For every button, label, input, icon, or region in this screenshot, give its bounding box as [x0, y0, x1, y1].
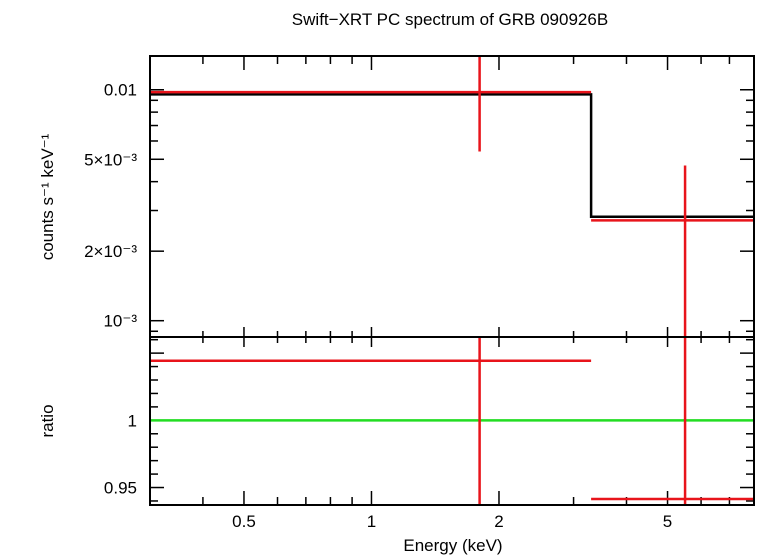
plot-data [150, 56, 754, 505]
ratio-tick-label: 0.95 [104, 479, 137, 498]
upper-panel-frame [149, 55, 755, 338]
lower-panel-frame [149, 336, 755, 506]
model-step-line [150, 93, 754, 218]
y-tick-label: 2×10⁻³ [84, 242, 137, 261]
lower-y-axis-label: ratio [38, 404, 57, 437]
x-tick-label: 1 [367, 512, 376, 531]
y-tick-label: 5×10⁻³ [84, 150, 137, 169]
tick-marks [149, 56, 755, 505]
x-tick-label: 2 [494, 512, 503, 531]
upper-y-axis-label: counts s⁻¹ keV⁻¹ [38, 133, 57, 260]
ratio-tick-label: 1 [128, 411, 137, 430]
tick-labels: 0.5 1 2 5 0.01 5×10⁻³ 2×10⁻³ 10⁻³ 1 0.95 [84, 81, 672, 531]
x-tick-label: 0.5 [232, 512, 256, 531]
y-tick-label: 0.01 [104, 81, 137, 100]
y-tick-label: 10⁻³ [103, 312, 137, 331]
x-axis-label: Energy (keV) [403, 536, 502, 555]
x-tick-label: 5 [663, 512, 672, 531]
chart-title: Swift−XRT PC spectrum of GRB 090926B [292, 10, 608, 29]
